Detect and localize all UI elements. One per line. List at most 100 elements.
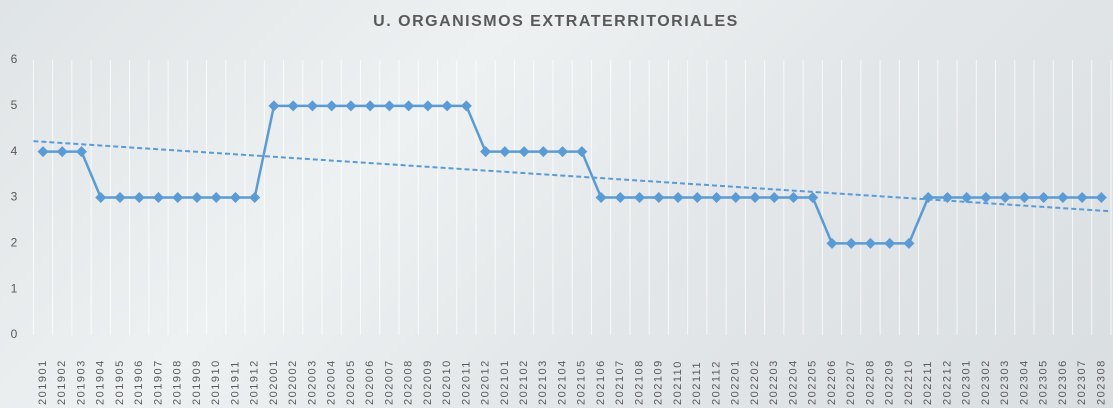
- marker: [37, 146, 49, 158]
- marker: [864, 237, 876, 249]
- marker: [268, 100, 280, 112]
- marker: [403, 100, 415, 112]
- marker: [191, 192, 203, 203]
- marker: [961, 192, 973, 203]
- marker: [807, 192, 819, 203]
- x-tick-label: 201909: [191, 359, 203, 405]
- marker: [76, 146, 88, 158]
- x-tick-label: 202211: [922, 360, 934, 405]
- x-tick-label: 201903: [75, 359, 87, 405]
- x-tick-label: 202308: [1095, 359, 1107, 405]
- marker: [460, 100, 472, 112]
- marker: [672, 192, 684, 203]
- marker: [537, 146, 549, 158]
- marker: [787, 192, 799, 203]
- x-tick-label: 201911: [229, 360, 241, 405]
- marker: [1076, 192, 1088, 203]
- x-tick-label: 202304: [1018, 359, 1030, 405]
- marker: [326, 100, 338, 112]
- x-tick-label: 202005: [345, 359, 357, 405]
- x-tick-label: 201912: [249, 359, 261, 405]
- x-tick-label: 202202: [749, 359, 761, 405]
- x-tick-label: 201908: [172, 359, 184, 405]
- x-tick-label: 202104: [556, 359, 568, 405]
- y-tick-label: 0: [11, 327, 18, 341]
- marker: [441, 100, 453, 112]
- x-tick-label: 202102: [518, 359, 530, 405]
- x-tick-label: 202103: [537, 359, 549, 405]
- x-tick-label: 202112: [710, 360, 722, 405]
- marker: [845, 237, 857, 249]
- marker: [826, 237, 838, 249]
- x-tick-label: 201905: [114, 359, 126, 405]
- x-tick-label: 202204: [787, 359, 799, 405]
- x-tick-label: 202110: [672, 360, 684, 405]
- x-tick-label: 201907: [152, 359, 164, 405]
- chart-title: U. ORGANISMOS EXTRATERRITORIALES: [373, 13, 739, 30]
- marker: [172, 192, 184, 203]
- x-tick-label: 202007: [383, 359, 395, 405]
- x-tick-label: 202010: [441, 359, 453, 405]
- marker: [287, 100, 299, 112]
- marker: [152, 192, 164, 203]
- marker: [133, 192, 145, 203]
- y-tick-label: 1: [11, 281, 18, 295]
- marker: [306, 100, 318, 112]
- marker: [1038, 192, 1050, 203]
- y-tick-label: 3: [11, 190, 18, 204]
- x-tick-label: 202209: [884, 359, 896, 405]
- marker: [229, 192, 241, 203]
- x-tick-label: 202205: [807, 359, 819, 405]
- x-tick-label: 202208: [864, 359, 876, 405]
- marker: [595, 192, 607, 203]
- marker: [499, 146, 511, 158]
- marker: [422, 100, 434, 112]
- x-tick-label: 202111: [691, 361, 703, 405]
- x-tick-label: 202105: [576, 359, 588, 405]
- x-tick-label: 202301: [961, 359, 973, 405]
- x-tick-label: 202203: [768, 359, 780, 405]
- marker: [249, 192, 261, 203]
- x-tick-label: 202307: [1076, 359, 1088, 405]
- x-tick-label: 202201: [730, 359, 742, 405]
- marker: [364, 100, 376, 112]
- x-tick-label: 202101: [499, 359, 511, 405]
- marker: [1057, 192, 1069, 203]
- marker: [730, 192, 742, 203]
- y-tick-label: 2: [11, 236, 18, 250]
- marker: [345, 100, 357, 112]
- marker: [518, 146, 530, 158]
- x-tick-label: 201906: [133, 359, 145, 405]
- marker: [634, 192, 646, 203]
- x-tick-label: 202001: [268, 359, 280, 405]
- marker: [691, 192, 703, 203]
- marker: [210, 192, 222, 203]
- x-tick-label: 201910: [210, 359, 222, 405]
- marker: [999, 192, 1011, 203]
- y-tick-label: 5: [11, 98, 18, 112]
- x-tick-label: 202009: [422, 359, 434, 405]
- x-tick-label: 202106: [595, 359, 607, 405]
- marker: [56, 146, 68, 158]
- marker: [980, 192, 992, 203]
- x-tick-label: 202002: [287, 359, 299, 405]
- marker: [114, 192, 126, 203]
- marker: [1018, 192, 1030, 203]
- x-tick-label: 202302: [980, 359, 992, 405]
- marker: [941, 192, 953, 203]
- x-tick-label: 202012: [480, 359, 492, 405]
- marker: [383, 100, 395, 112]
- x-tick-label: 201901: [37, 359, 49, 405]
- marker: [653, 192, 665, 203]
- x-tick-label: 202306: [1057, 359, 1069, 405]
- x-tick-label: 201904: [95, 359, 107, 405]
- y-tick-label: 6: [11, 52, 18, 66]
- x-tick-label: 201902: [56, 359, 68, 405]
- x-tick-label: 202108: [633, 359, 645, 405]
- marker: [768, 192, 780, 203]
- x-tick-label: 202212: [941, 359, 953, 405]
- x-tick-label: 202210: [903, 359, 915, 405]
- x-tick-label: 202107: [614, 359, 626, 405]
- marker: [480, 146, 492, 158]
